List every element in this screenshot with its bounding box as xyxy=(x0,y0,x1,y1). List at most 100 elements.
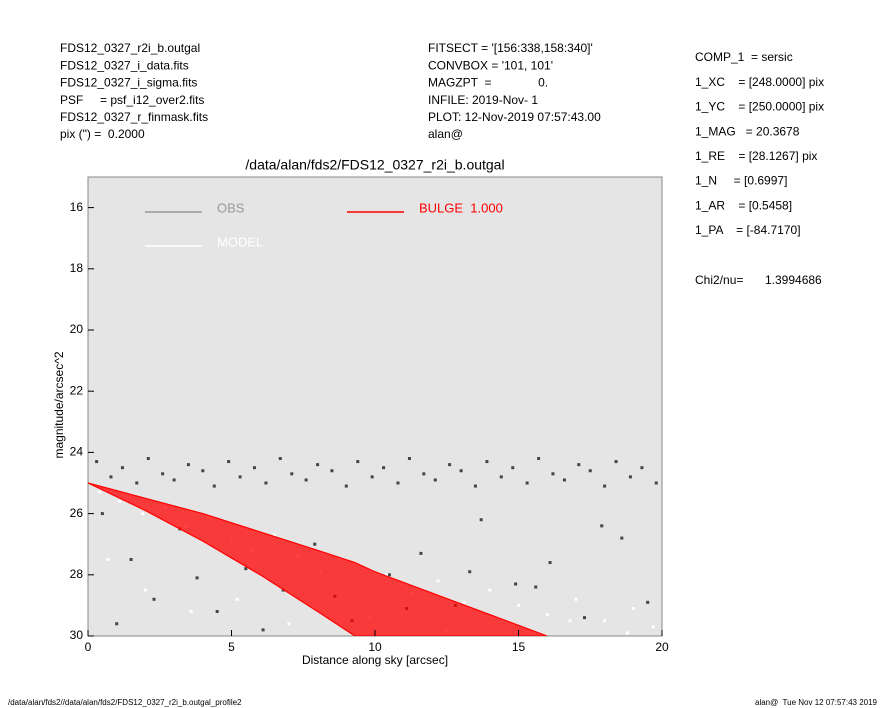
point xyxy=(290,472,294,476)
point xyxy=(106,558,110,561)
point xyxy=(534,585,538,589)
point xyxy=(485,460,489,464)
point xyxy=(278,457,282,461)
plot-area xyxy=(87,176,663,637)
point xyxy=(141,512,145,516)
info-right-line: 1_N = [0.6997] xyxy=(695,174,787,188)
point xyxy=(118,499,122,503)
point xyxy=(517,603,520,607)
info-middle-line: PLOT: 12-Nov-2019 07:57:43.00 xyxy=(428,110,601,124)
point xyxy=(628,475,632,479)
y-tick-label: 26 xyxy=(70,506,84,520)
x-tick-label: 20 xyxy=(655,640,669,654)
point xyxy=(537,457,541,461)
info-left-line: PSF = psf_i12_over2.fits xyxy=(60,93,204,107)
plot-marks xyxy=(88,457,658,636)
point xyxy=(525,481,529,485)
point xyxy=(186,463,190,467)
point xyxy=(370,475,374,479)
info-left-line: FDS12_0327_i_data.fits xyxy=(60,58,189,72)
point xyxy=(651,625,655,629)
point xyxy=(235,597,239,601)
info-left-line: FDS12_0327_r_finmask.fits xyxy=(60,110,208,124)
point xyxy=(115,622,119,626)
point xyxy=(238,475,242,479)
point xyxy=(654,481,658,485)
info-left-line: FDS12_0327_r2i_b.outgal xyxy=(60,41,200,55)
point xyxy=(603,484,607,488)
point xyxy=(382,466,386,470)
footer-left: /data/alan/fds2//data/alan/fds2/FDS12_03… xyxy=(8,698,242,707)
point xyxy=(583,616,587,620)
point xyxy=(97,490,101,494)
point xyxy=(264,481,268,485)
point xyxy=(407,457,411,461)
point xyxy=(146,457,150,461)
point xyxy=(462,600,466,604)
point xyxy=(551,472,555,476)
point xyxy=(577,463,581,467)
point xyxy=(488,588,492,592)
y-tick-label: 18 xyxy=(70,261,84,275)
point xyxy=(195,576,199,580)
point xyxy=(273,533,277,537)
bulge-edge xyxy=(88,482,548,636)
footer-right: alan@ Tue Nov 12 07:57:43 2019 xyxy=(755,698,878,707)
info-middle-line: FITSECT = '[156:338,158:340]' xyxy=(428,41,593,55)
point xyxy=(189,610,193,614)
bulge-edge xyxy=(88,482,548,636)
x-axis-label: Distance along sky [arcsec] xyxy=(302,653,448,667)
point xyxy=(614,460,618,464)
y-tick-label: 16 xyxy=(70,200,84,214)
point xyxy=(227,460,231,464)
info-middle-line: alan@ xyxy=(428,127,463,141)
point xyxy=(433,478,437,482)
point xyxy=(304,478,308,482)
point xyxy=(212,484,216,488)
point xyxy=(356,460,360,464)
point xyxy=(316,463,320,467)
point xyxy=(603,619,607,623)
point xyxy=(161,472,165,476)
point xyxy=(344,484,348,488)
point xyxy=(152,597,156,601)
point xyxy=(479,518,483,522)
point xyxy=(384,573,388,577)
y-tick-label: 24 xyxy=(70,445,84,459)
point xyxy=(548,561,552,565)
chi2-value: 1.3994686 xyxy=(765,273,822,287)
point xyxy=(626,631,630,635)
info-middle-line: MAGZPT = 0. xyxy=(428,76,548,90)
info-left-line: pix (") = 0.2000 xyxy=(60,127,145,141)
point xyxy=(473,484,477,488)
point xyxy=(545,613,549,617)
x-tick-label: 10 xyxy=(368,640,382,654)
point xyxy=(468,570,472,574)
x-tick-label: 5 xyxy=(228,640,235,654)
y-tick-label: 22 xyxy=(70,383,84,397)
bulge-band xyxy=(88,483,548,636)
point xyxy=(201,469,205,473)
point xyxy=(562,478,566,482)
point xyxy=(313,542,317,546)
info-right-line: 1_XC = [248.0000] pix xyxy=(695,75,824,89)
info-right-line: 1_PA = [-84.7170] xyxy=(695,223,801,237)
point xyxy=(511,466,515,470)
legend-label: BULGE 1.000 xyxy=(419,200,503,215)
point xyxy=(330,469,334,473)
point xyxy=(574,597,578,601)
point xyxy=(95,460,99,464)
point xyxy=(120,466,124,470)
point xyxy=(620,536,624,540)
info-right-line: 1_YC = [250.0000] pix xyxy=(695,100,824,114)
info-right-line: 1_MAG = 20.3678 xyxy=(695,124,800,138)
point xyxy=(514,582,518,586)
point xyxy=(459,469,463,473)
point xyxy=(568,619,572,623)
info-right-line: COMP_1 = sersic xyxy=(695,50,793,64)
y-tick-label: 28 xyxy=(70,567,84,581)
point xyxy=(172,478,176,482)
info-middle-line: INFILE: 2019-Nov- 1 xyxy=(428,93,538,107)
